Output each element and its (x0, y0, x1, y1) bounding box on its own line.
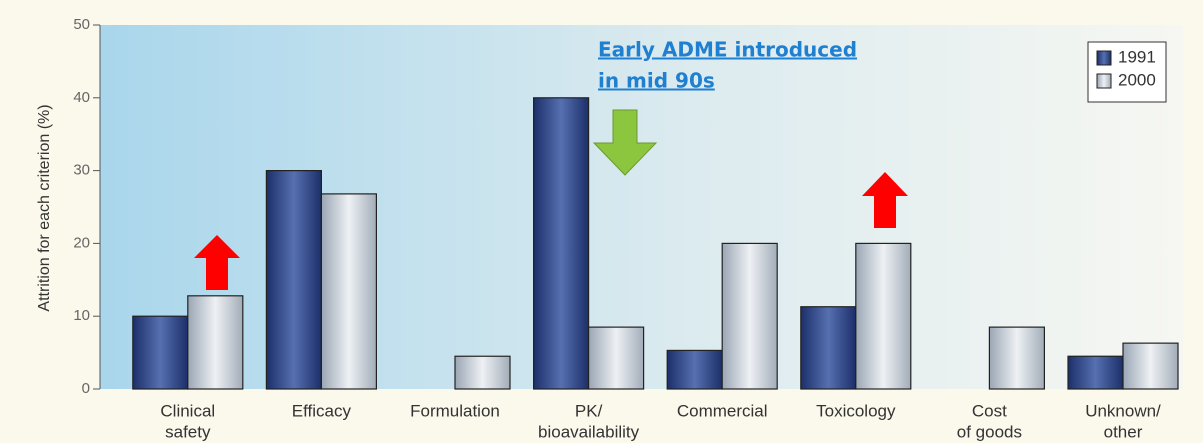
bar (1122, 342, 1179, 390)
bar (587, 326, 645, 390)
legend-swatch (1096, 50, 1112, 66)
legend-swatch (1096, 73, 1112, 89)
bar (187, 295, 244, 390)
bar (532, 97, 590, 390)
y-tick-label: 40 (73, 89, 90, 106)
y-tick-label: 30 (73, 162, 90, 179)
y-tick-label: 50 (73, 16, 90, 33)
legend (1087, 41, 1167, 103)
x-tick-label: Commercial (677, 401, 768, 420)
bar (320, 193, 377, 390)
bar (265, 170, 322, 390)
x-tick-label: Efficacy (292, 401, 352, 420)
bar (855, 242, 912, 390)
up-arrow (194, 235, 240, 290)
y-tick-label: 20 (73, 234, 90, 251)
x-tick-label: of goods (957, 422, 1022, 441)
x-tick-label: Cost (972, 401, 1007, 420)
y-axis-label: Attrition for each criterion (%) (36, 104, 53, 311)
bar (721, 242, 778, 390)
bar (800, 306, 857, 390)
y-tick-label: 0 (82, 380, 90, 397)
x-tick-label: Clinical (160, 401, 215, 420)
bar (132, 315, 189, 390)
x-tick-label: bioavailability (538, 422, 640, 441)
up-arrow (862, 172, 908, 228)
down-arrow (592, 109, 658, 176)
bar (666, 349, 723, 390)
x-tick-label: PK/ (575, 401, 603, 420)
bar (1067, 355, 1124, 390)
x-tick-label: Unknown/ (1085, 401, 1161, 420)
bar (988, 326, 1046, 390)
y-tick-label: 10 (73, 307, 90, 324)
annotation: in mid 90s (598, 69, 715, 93)
x-tick-label: safety (165, 422, 211, 441)
annotation: Early ADME introduced (598, 38, 857, 62)
x-tick-label: Formulation (410, 401, 500, 420)
legend-label: 1991 (1118, 47, 1156, 66)
legend-label: 2000 (1118, 70, 1156, 89)
x-tick-label: other (1104, 422, 1143, 441)
bar (454, 355, 511, 390)
x-tick-label: Toxicology (816, 401, 896, 420)
